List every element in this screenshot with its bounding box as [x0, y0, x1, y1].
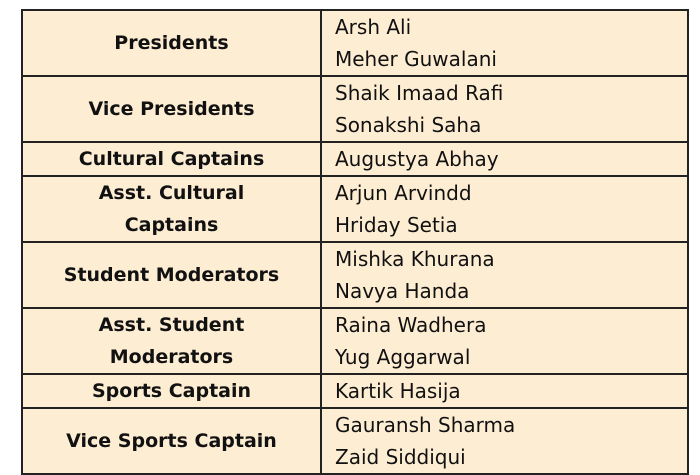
role-label: Cultural Captains — [78, 148, 265, 170]
member-name: Arjun Arvindd — [335, 181, 472, 205]
role-label: Sports Captain — [91, 380, 252, 402]
role-label: Presidents — [114, 32, 229, 54]
role-cell: Presidents — [21, 9, 322, 77]
table-row: Presidents Arsh Ali Meher Guwalani — [21, 9, 689, 77]
member-name: Shaik Imaad Rafi — [335, 81, 504, 105]
names-cell: Raina Wadhera Yug Aggarwal — [320, 307, 689, 375]
member-name: Augustya Abhay — [335, 147, 499, 171]
member-name: Zaid Siddiqui — [335, 445, 466, 469]
table-row: Asst. Cultural Captains Arjun Arvindd Hrid… — [21, 175, 689, 243]
member-name: Navya Handa — [335, 279, 470, 303]
role-cell: Vice Sports Captain — [21, 407, 322, 475]
member-name: Gauransh Sharma — [335, 413, 516, 437]
names-cell: Arsh Ali Meher Guwalani — [320, 9, 689, 77]
role-cell: Sports Captain — [21, 373, 322, 409]
role-cell: Asst. Cultural Captains — [21, 175, 322, 243]
role-label: Student Moderators — [63, 264, 280, 286]
member-name: Meher Guwalani — [335, 47, 497, 71]
table-row: Sports Captain Kartik Hasija — [21, 373, 689, 409]
role-cell: Vice Presidents — [21, 75, 322, 143]
names-cell: Kartik Hasija — [320, 373, 689, 409]
member-name: Raina Wadhera — [335, 313, 487, 337]
role-cell: Cultural Captains — [21, 141, 322, 177]
role-label: Vice Presidents — [88, 98, 255, 120]
table-row: Cultural Captains Augustya Abhay — [21, 141, 689, 177]
roles-table: Presidents Arsh Ali Meher Guwalani Vice Pre… — [21, 9, 689, 475]
names-cell: Mishka Khurana Navya Handa — [320, 241, 689, 309]
role-cell: Asst. Student Moderators — [21, 307, 322, 375]
role-label: Vice Sports Captain — [66, 430, 277, 452]
table-row: Vice Sports Captain Gauransh Sharma Zaid S… — [21, 407, 689, 475]
role-label: Asst. Student Moderators — [98, 314, 245, 368]
names-cell: Shaik Imaad Rafi Sonakshi Saha — [320, 75, 689, 143]
member-name: Arsh Ali — [335, 15, 412, 39]
table-row: Asst. Student Moderators Raina Wadhera Yug… — [21, 307, 689, 375]
names-cell: Arjun Arvindd Hriday Setia — [320, 175, 689, 243]
member-name: Kartik Hasija — [335, 379, 461, 403]
member-name: Hriday Setia — [335, 213, 458, 237]
roles-table-body: Presidents Arsh Ali Meher Guwalani Vice Pre… — [21, 9, 689, 475]
table-row: Student Moderators Mishka Khurana Navya Ha… — [21, 241, 689, 309]
names-cell: Augustya Abhay — [320, 141, 689, 177]
member-name: Yug Aggarwal — [335, 345, 471, 369]
role-label: Asst. Cultural Captains — [98, 182, 245, 236]
names-cell: Gauransh Sharma Zaid Siddiqui — [320, 407, 689, 475]
role-cell: Student Moderators — [21, 241, 322, 309]
table-row: Vice Presidents Shaik Imaad Rafi Sonakshi … — [21, 75, 689, 143]
member-name: Sonakshi Saha — [335, 113, 482, 137]
member-name: Mishka Khurana — [335, 247, 495, 271]
